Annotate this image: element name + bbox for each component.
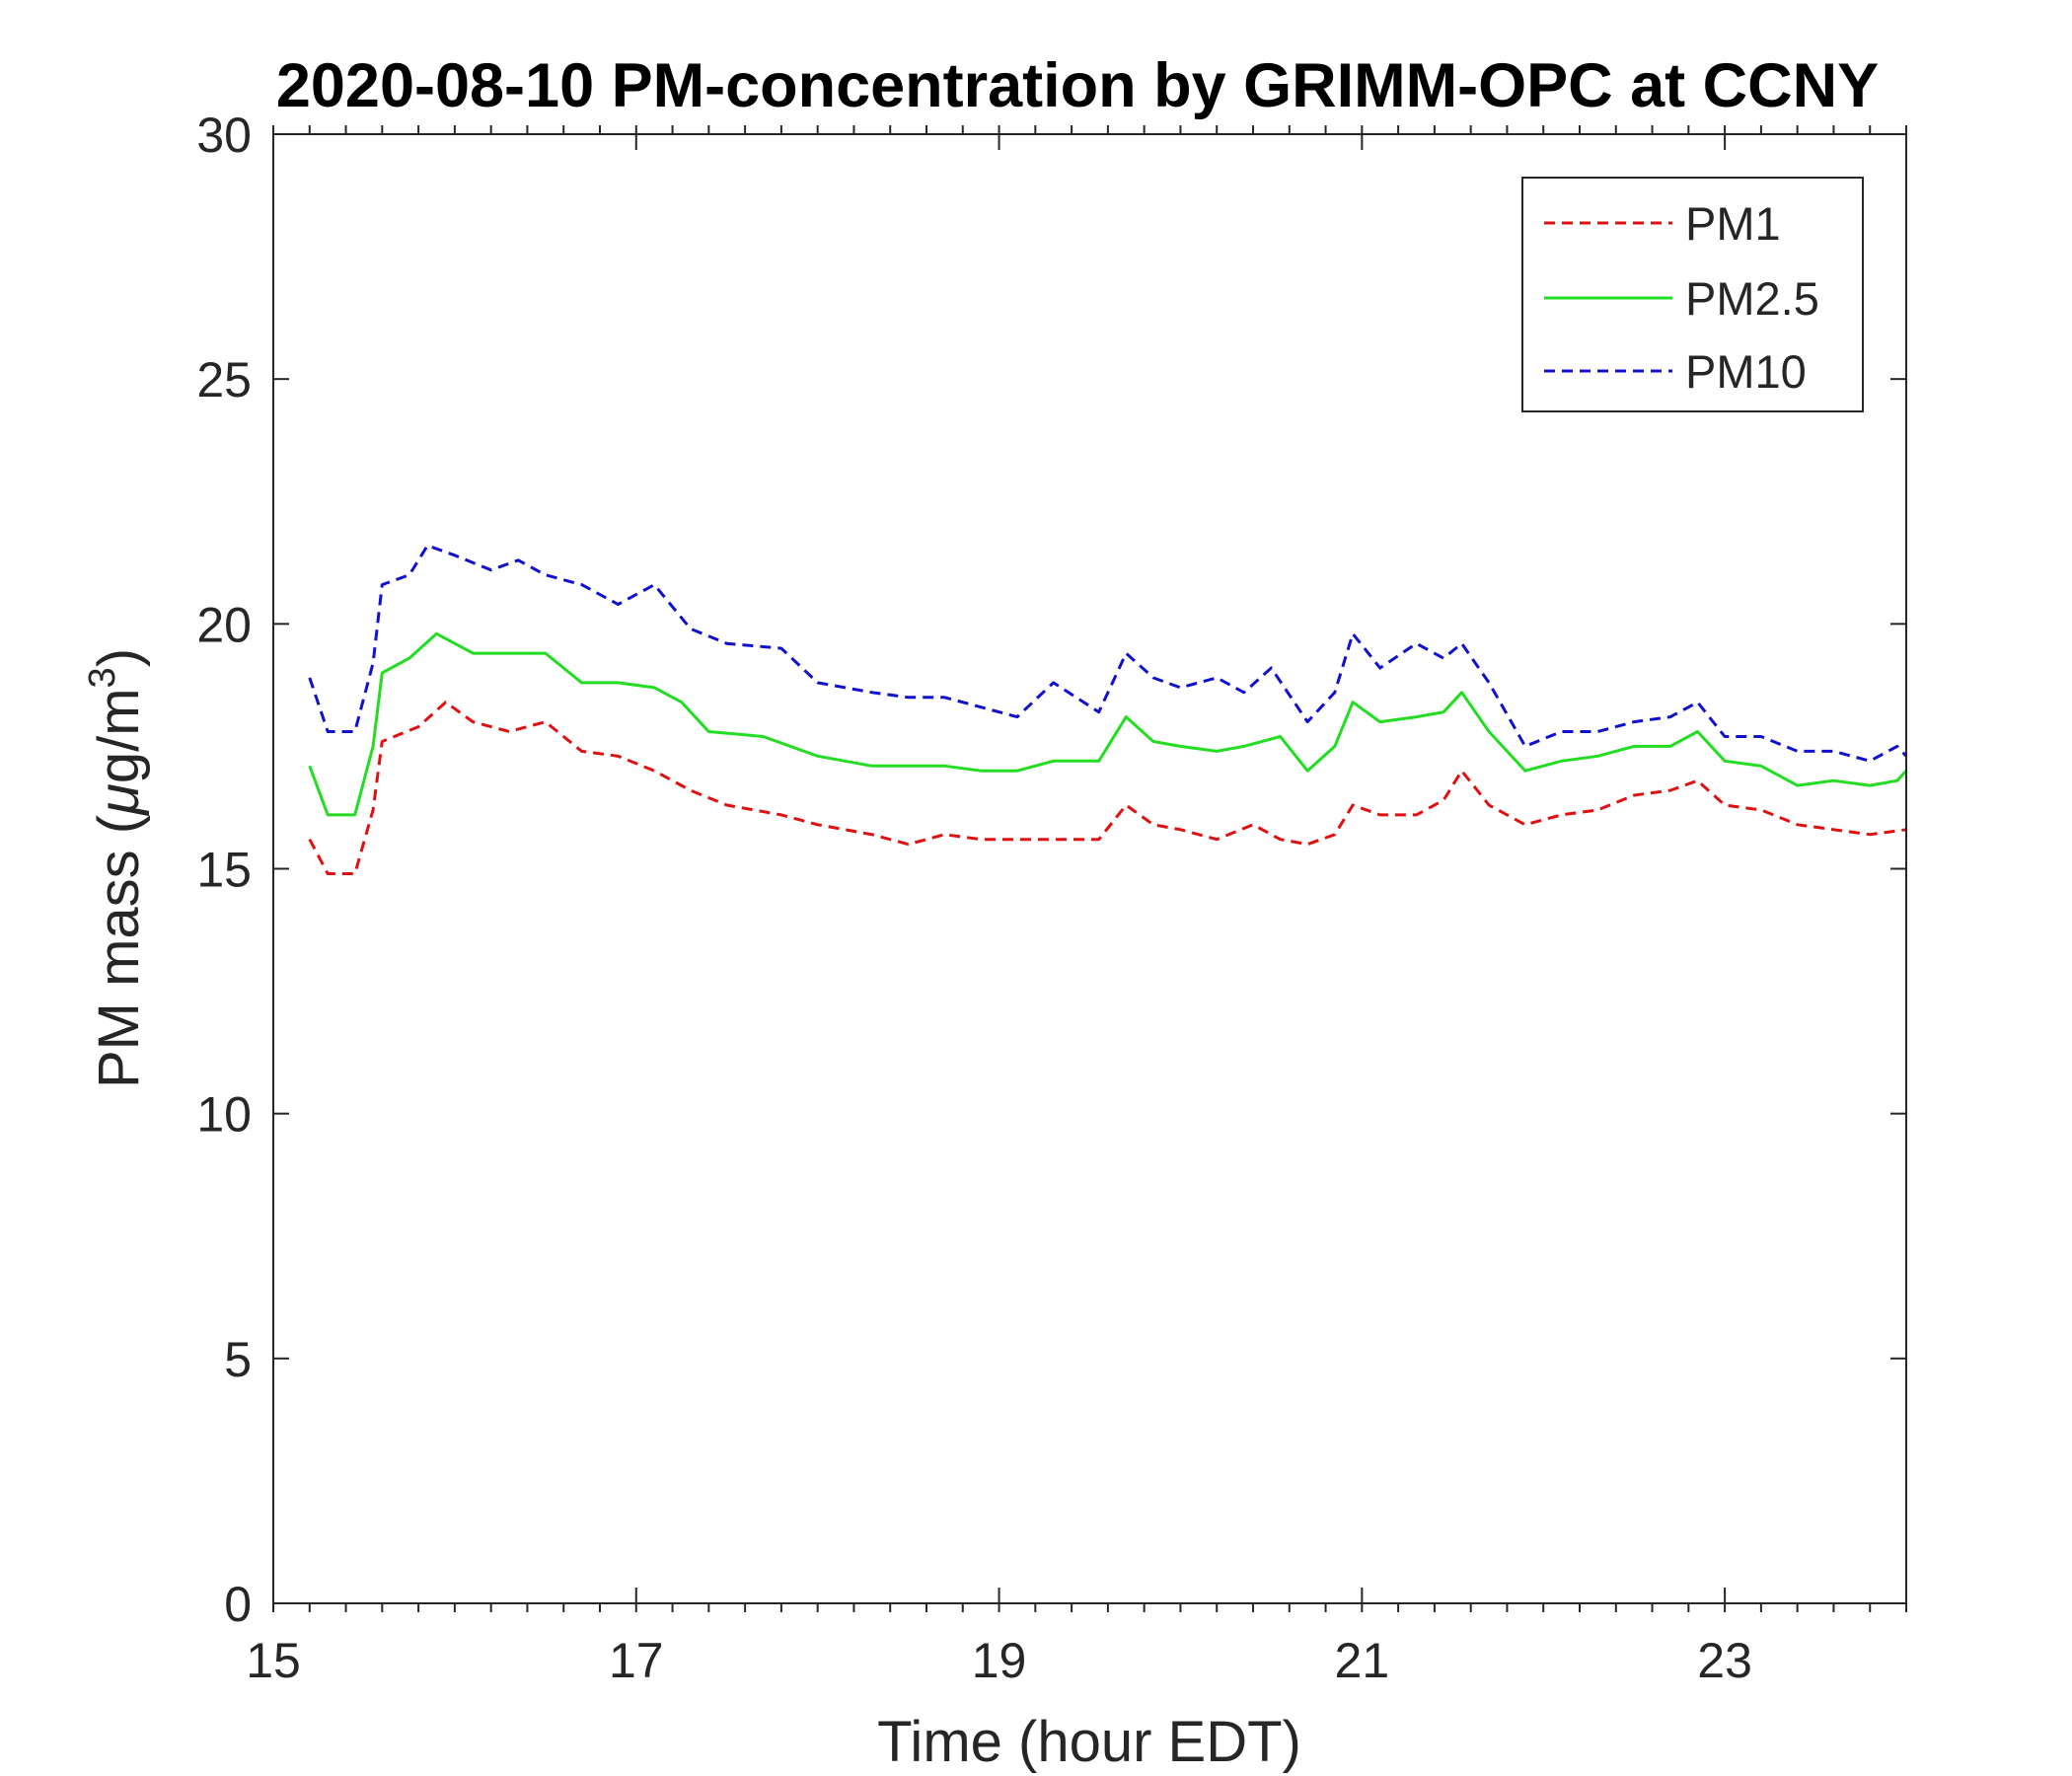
y-tick-label: 20 <box>196 597 252 652</box>
y-axis-label: PM mass (μg/m3) <box>82 648 151 1088</box>
y-tick-label: 5 <box>224 1332 252 1387</box>
series-line-pm25 <box>308 631 1908 817</box>
y-tick-label: 25 <box>196 352 252 407</box>
y-tick-label: 10 <box>196 1087 252 1143</box>
x-tick-label: 19 <box>972 1633 1027 1688</box>
x-tick-label: 21 <box>1335 1633 1390 1688</box>
chart-title: 2020-08-10 PM-concentration by GRIMM-OPC… <box>276 51 1879 120</box>
legend: PM1 PM2.5 PM10 <box>1521 177 1864 412</box>
y-tick-label: 30 <box>196 108 252 163</box>
legend-box <box>1521 177 1864 412</box>
y-tick-label: 15 <box>196 843 252 898</box>
x-tick-label: 17 <box>609 1633 664 1688</box>
series-layer <box>308 544 1908 875</box>
legend-label-pm25: PM2.5 <box>1685 272 1819 325</box>
legend-label-pm10: PM10 <box>1685 345 1807 398</box>
y-tick-label: 0 <box>224 1577 252 1632</box>
axis-layer: 0 5 10 15 20 25 30 15 17 19 21 23 <box>196 108 1907 1688</box>
x-axis-label: Time (hour EDT) <box>877 1710 1301 1774</box>
x-tick-label: 15 <box>246 1633 301 1688</box>
x-tick-label: 23 <box>1697 1633 1752 1688</box>
legend-label-pm1: PM1 <box>1685 197 1781 250</box>
